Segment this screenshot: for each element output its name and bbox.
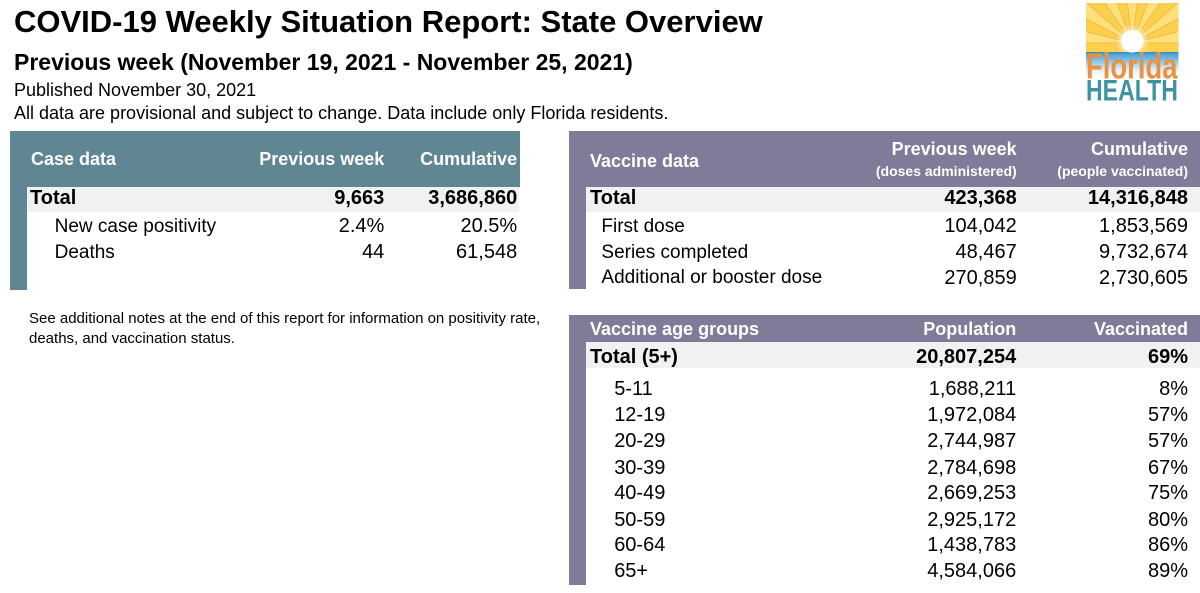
svg-text:Florida: Florida [1086, 45, 1178, 86]
svg-text:HEALTH: HEALTH [1086, 74, 1178, 102]
